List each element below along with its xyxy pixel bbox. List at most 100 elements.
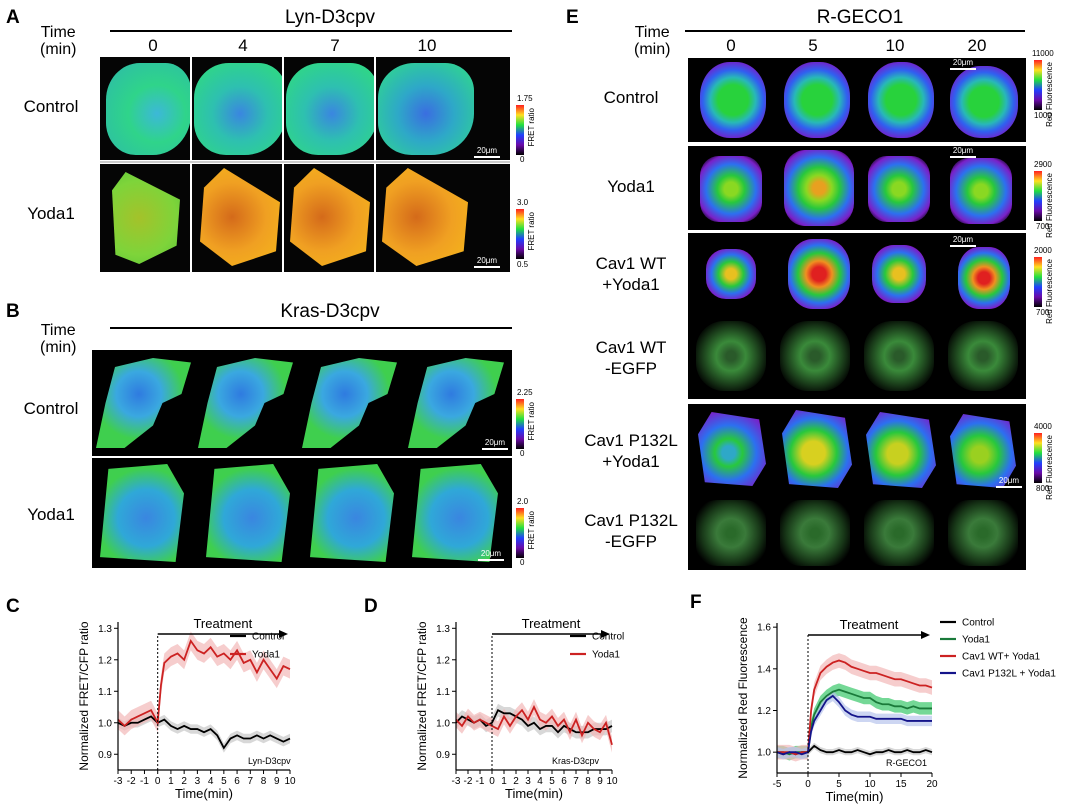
colorbar	[1034, 60, 1042, 110]
scale-bar: 20μm	[950, 58, 976, 70]
scale-bar: 20μm	[478, 549, 504, 561]
row-divider	[100, 161, 510, 163]
panel-a-time-0: 0	[148, 36, 158, 55]
y-tick-label: 1.0	[436, 718, 450, 729]
treatment-arrowhead	[921, 631, 930, 639]
x-tick-label: 10	[606, 776, 618, 787]
x-tick-label: -5	[773, 779, 782, 790]
y-tick-label: 1.1	[436, 687, 450, 698]
x-tick-label: 6	[561, 776, 567, 787]
panel-e-row-label: Control	[603, 88, 659, 107]
panel-e-row-label: Cav1 P132L +Yoda1	[584, 431, 678, 471]
scale-bar: 20μm	[996, 476, 1022, 488]
series-line-1	[117, 638, 291, 728]
panel-b-time-label: Time (min)	[40, 322, 77, 356]
panel-a-letter: A	[6, 7, 20, 28]
micrograph-strip	[688, 146, 1026, 230]
x-tick-label: 10	[284, 776, 296, 787]
scale-bar: 20μm	[474, 256, 500, 268]
x-tick-label: 15	[895, 779, 907, 790]
panel-b-letter: B	[6, 301, 20, 322]
panel-b-title-rule	[110, 327, 512, 329]
colorbar-max: 2.25	[517, 388, 533, 397]
x-tick-label: 4	[537, 776, 543, 787]
y-tick-label: 1.3	[98, 624, 112, 635]
x-tick-label: 9	[274, 776, 280, 787]
panel-e-time-0: 0	[726, 36, 736, 55]
panel-e-row-label: Cav1 WT +Yoda1	[595, 254, 667, 294]
panel-b-title: Kras-D3cpv	[280, 301, 380, 322]
y-tick-label: 0.9	[436, 750, 450, 761]
panel-e-time-1: 5	[808, 36, 818, 55]
panel-d-letter: D	[364, 596, 378, 617]
panel-a-time-2: 7	[330, 36, 340, 55]
colorbar-min: 0	[520, 155, 525, 164]
y-tick-label: 1.2	[436, 655, 450, 666]
colorbar-min: 700	[1036, 222, 1050, 231]
legend-label: Control	[962, 618, 994, 629]
micrograph	[376, 164, 510, 272]
colorbar	[516, 508, 524, 558]
y-axis-label: Normalized Red Fluorescence	[736, 617, 750, 779]
micrograph-strip	[688, 404, 1026, 570]
panel-a-title: Lyn-D3cpv	[284, 7, 376, 28]
legend-label: Yoda1	[962, 635, 990, 646]
panel-e-row-label: Cav1 P132L -EGFP	[584, 511, 678, 551]
colorbar-min: 0	[520, 558, 525, 567]
x-tick-label: 5	[221, 776, 227, 787]
x-axis-label: Time(min)	[505, 786, 563, 801]
scale-bar: 20μm	[950, 235, 976, 247]
micrograph	[376, 57, 510, 160]
colorbar-max: 2900	[1034, 160, 1052, 169]
micrograph	[192, 164, 282, 272]
scale-bar: 20μm	[950, 146, 976, 158]
colorbar-min: 0	[520, 449, 525, 458]
micrograph	[100, 164, 190, 272]
legend-label: Cav1 WT+ Yoda1	[962, 652, 1041, 663]
colorbar	[1034, 257, 1042, 307]
x-tick-label: 3	[195, 776, 201, 787]
chart-c: -3 -2 -1 0 1 2 3 4 5 6 7 8 9 10 0.9 1.0 1.1 1.2 1.3 Time(mi…	[77, 616, 296, 801]
y-axis-label: Normalized FRET/CFP ratio	[77, 621, 91, 770]
panel-e-time-label: Time (min)	[634, 24, 671, 58]
x-tick-label: 1	[501, 776, 507, 787]
colorbar	[1034, 171, 1042, 221]
colorbar-label: Red Fluorescence	[1045, 435, 1054, 500]
x-tick-label: 20	[926, 779, 938, 790]
colorbar-min: 700	[1036, 308, 1050, 317]
micrograph	[284, 57, 374, 160]
x-tick-label: 2	[181, 776, 187, 787]
series-band-1	[118, 631, 290, 736]
colorbar-min: 1000	[1034, 111, 1052, 120]
chart-tag: R-GECO1	[886, 758, 927, 768]
colorbar	[516, 399, 524, 449]
x-tick-label: 5	[549, 776, 555, 787]
treatment-label: Treatment	[522, 616, 581, 631]
colorbar-max: 1.75	[517, 94, 533, 103]
colorbar-max: 3.0	[517, 198, 529, 207]
colorbar-min: 0.5	[517, 260, 529, 269]
chart-d: -3 -2 -1 0 1 2 3 4 5 6 7 8 9 10 0.9 1.0 1.1 1.2 1.3 Time(mi…	[415, 616, 624, 801]
treatment-label: Treatment	[840, 617, 899, 632]
y-tick-label: 1.0	[757, 748, 771, 759]
chart-f: -5 0 5 10 15 20 1.0 1.2 1.4 1.6 Time(min) Normalize…	[736, 617, 1056, 804]
y-tick-label: 1.2	[98, 655, 112, 666]
colorbar-label: Red Fluorescence	[1045, 259, 1054, 324]
x-tick-label: 7	[248, 776, 254, 787]
treatment-label: Treatment	[193, 616, 252, 631]
panel-e-row-label: Yoda1	[607, 177, 655, 196]
colorbar-max: 2000	[1034, 246, 1052, 255]
panel-b-row-control-label: Control	[23, 399, 79, 418]
colorbar-max: 11000	[1032, 49, 1054, 58]
x-axis-label: Time(min)	[825, 789, 883, 804]
x-tick-label: -1	[476, 776, 485, 787]
series-line-3	[776, 694, 932, 756]
micrograph-strip	[92, 458, 512, 568]
y-tick-label: 1.4	[757, 664, 771, 675]
y-tick-label: 0.9	[98, 750, 112, 761]
micrograph-strip	[688, 58, 1026, 142]
legend-label: Cav1 P132L + Yoda1	[962, 669, 1056, 680]
x-tick-label: 8	[585, 776, 591, 787]
micrograph	[284, 164, 374, 272]
x-tick-label: 7	[573, 776, 579, 787]
